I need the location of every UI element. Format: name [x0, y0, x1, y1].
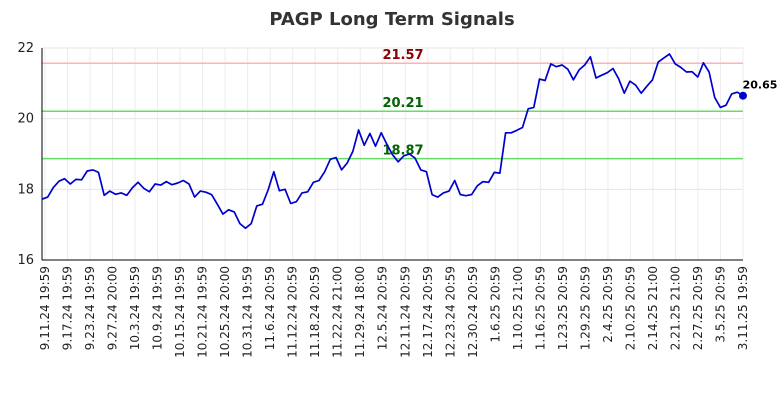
x-tick-label: 9.23.24 19:59 [83, 266, 97, 350]
signal-line-label: 20.21 [382, 96, 423, 111]
x-tick-label: 10.15.24 19:59 [173, 266, 187, 358]
x-tick-label: 10.25.24 20:00 [218, 266, 232, 358]
x-tick-label: 12.5.24 20:59 [376, 266, 390, 350]
series-group: 20.65 [41, 53, 778, 230]
x-tick-label: 10.31.24 19:59 [241, 266, 255, 358]
x-tick-label: 9.27.24 20:00 [106, 266, 120, 350]
y-tick-label: 20 [17, 112, 34, 127]
x-tick-label: 11.22.24 21:00 [331, 266, 345, 358]
x-tick-label: 9.17.24 19:59 [61, 266, 75, 350]
x-tick-label: 11.18.24 20:59 [308, 266, 322, 358]
last-value-marker [739, 91, 747, 100]
last-value-label: 20.65 [743, 79, 778, 92]
x-tick-label: 3.11.25 19:59 [736, 266, 750, 350]
x-tick-label: 1.29.25 20:59 [578, 266, 592, 350]
x-tick-label: 12.23.24 20:59 [443, 266, 457, 358]
axes [41, 48, 743, 261]
chart-title: PAGP Long Term Signals [269, 9, 514, 30]
x-tick-label: 1.23.25 20:59 [556, 266, 570, 350]
x-tick-label: 2.10.25 20:59 [623, 266, 637, 350]
x-tick-label: 2.21.25 21:00 [668, 266, 682, 350]
signal-line-label: 21.57 [382, 48, 423, 63]
x-tick-label: 2.27.25 20:59 [691, 266, 705, 350]
x-tick-label: 2.14.25 21:00 [646, 266, 660, 350]
x-tick-label: 1.16.25 20:59 [533, 266, 547, 350]
price-line [41, 53, 744, 230]
x-tick-label: 12.11.24 20:59 [398, 266, 412, 358]
x-tick-label: 12.17.24 20:59 [421, 266, 435, 358]
x-tick-label: 1.6.25 20:59 [488, 266, 502, 343]
grid [42, 47, 744, 261]
x-tick-label: 10.3.24 19:59 [128, 266, 142, 350]
x-tick-label: 11.6.24 20:59 [263, 266, 277, 350]
y-tick-label: 16 [17, 253, 34, 268]
x-tick-label: 11.12.24 20:59 [286, 266, 300, 358]
x-tick-label: 1.10.25 21:00 [511, 266, 525, 350]
y-tick-label: 22 [17, 41, 34, 56]
x-tick-label: 9.11.24 19:59 [38, 266, 52, 350]
x-tick-label: 10.21.24 19:59 [196, 266, 210, 358]
x-tick-label: 3.5.25 20:59 [713, 266, 727, 343]
x-tick-label: 11.29.24 18:00 [353, 266, 367, 358]
x-tick-label: 10.9.24 19:59 [151, 266, 165, 350]
y-tick-label: 18 [17, 182, 34, 197]
x-tick-label: 2.4.25 20:59 [601, 266, 615, 343]
x-tick-label: 12.30.24 20:59 [466, 266, 480, 358]
tick-labels: 16 18 20 22 9.11.24 19:59 9.17.24 19:59 9.23.2… [17, 41, 750, 358]
